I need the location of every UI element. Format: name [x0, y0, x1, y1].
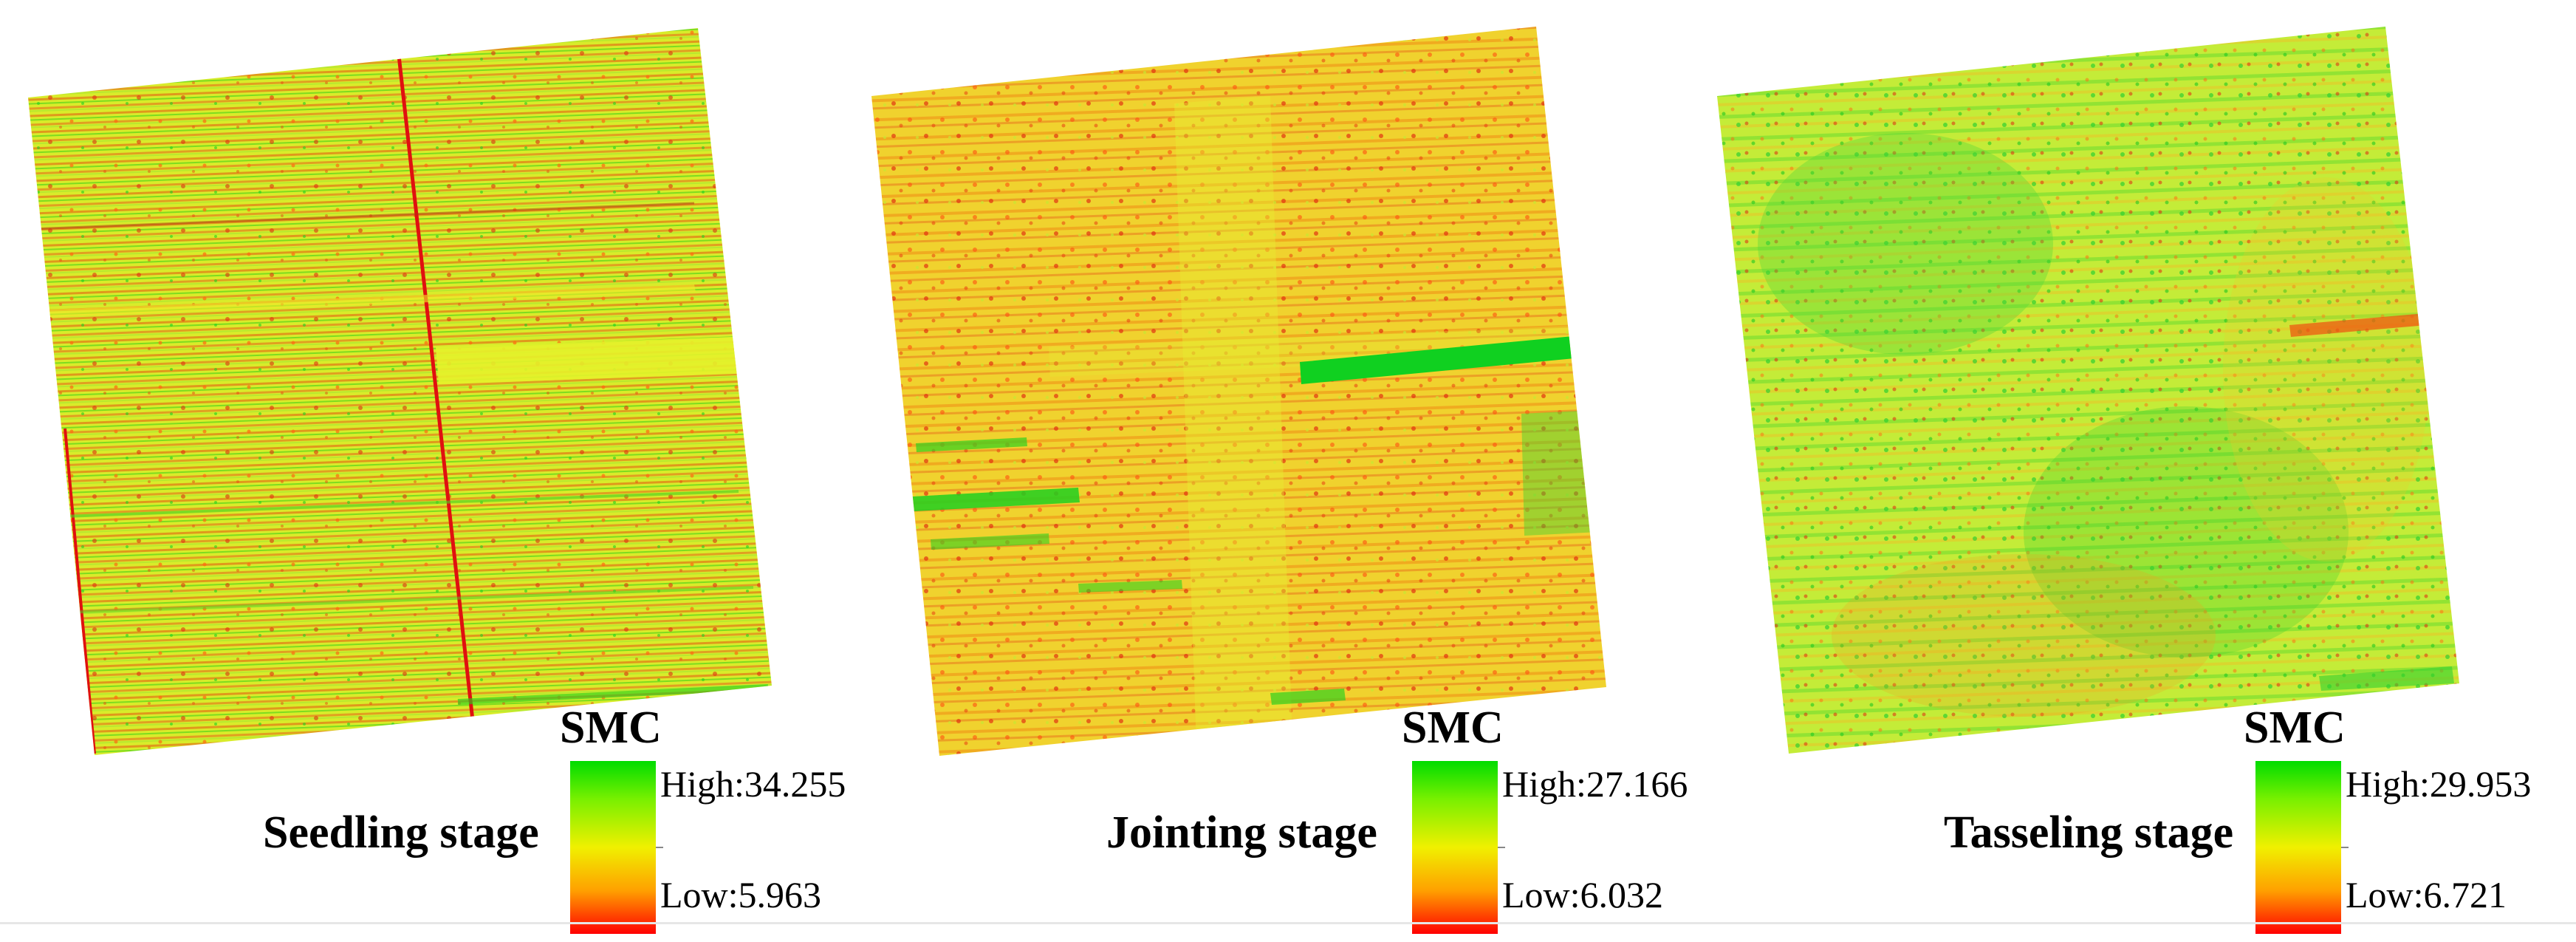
legend-title: SMC	[2244, 703, 2346, 753]
stage-label: Jointing stage	[1106, 808, 1377, 858]
color-ramp	[570, 761, 656, 934]
legend-high-label: High:29.953	[2346, 763, 2532, 805]
legend-high-label: High:34.255	[660, 763, 846, 805]
color-ramp	[1412, 761, 1498, 934]
legend-title: SMC	[1402, 703, 1504, 753]
smc-map-jointing	[871, 27, 1606, 756]
legend-low-label: Low:6.721	[2346, 874, 2507, 915]
stage-label: Tasseling stage	[1944, 808, 2234, 858]
smc-map-tasseling	[1717, 27, 2459, 754]
panel-tasseling: SMC High:29.953 Low:6.721 Tasseling stag…	[1713, 0, 2576, 942]
smc-map-seedling	[28, 28, 772, 755]
legend-low-label: Low:5.963	[660, 874, 822, 915]
ramp-tick-mid	[1498, 847, 1505, 848]
legend-title: SMC	[560, 703, 662, 753]
color-ramp	[2255, 761, 2341, 934]
panel-seedling: SMC High:34.255 Low:5.963 Seedling stage	[0, 0, 857, 942]
legend-high-label: High:27.166	[1502, 763, 1688, 805]
ramp-tick-mid	[2341, 847, 2349, 848]
legend-low-label: Low:6.032	[1502, 874, 1664, 915]
stage-label: Seedling stage	[263, 808, 539, 858]
panel-jointing: SMC High:27.166 Low:6.032 Jointing stage	[857, 0, 1713, 942]
ramp-tick-mid	[656, 847, 663, 848]
divider	[0, 922, 2576, 924]
